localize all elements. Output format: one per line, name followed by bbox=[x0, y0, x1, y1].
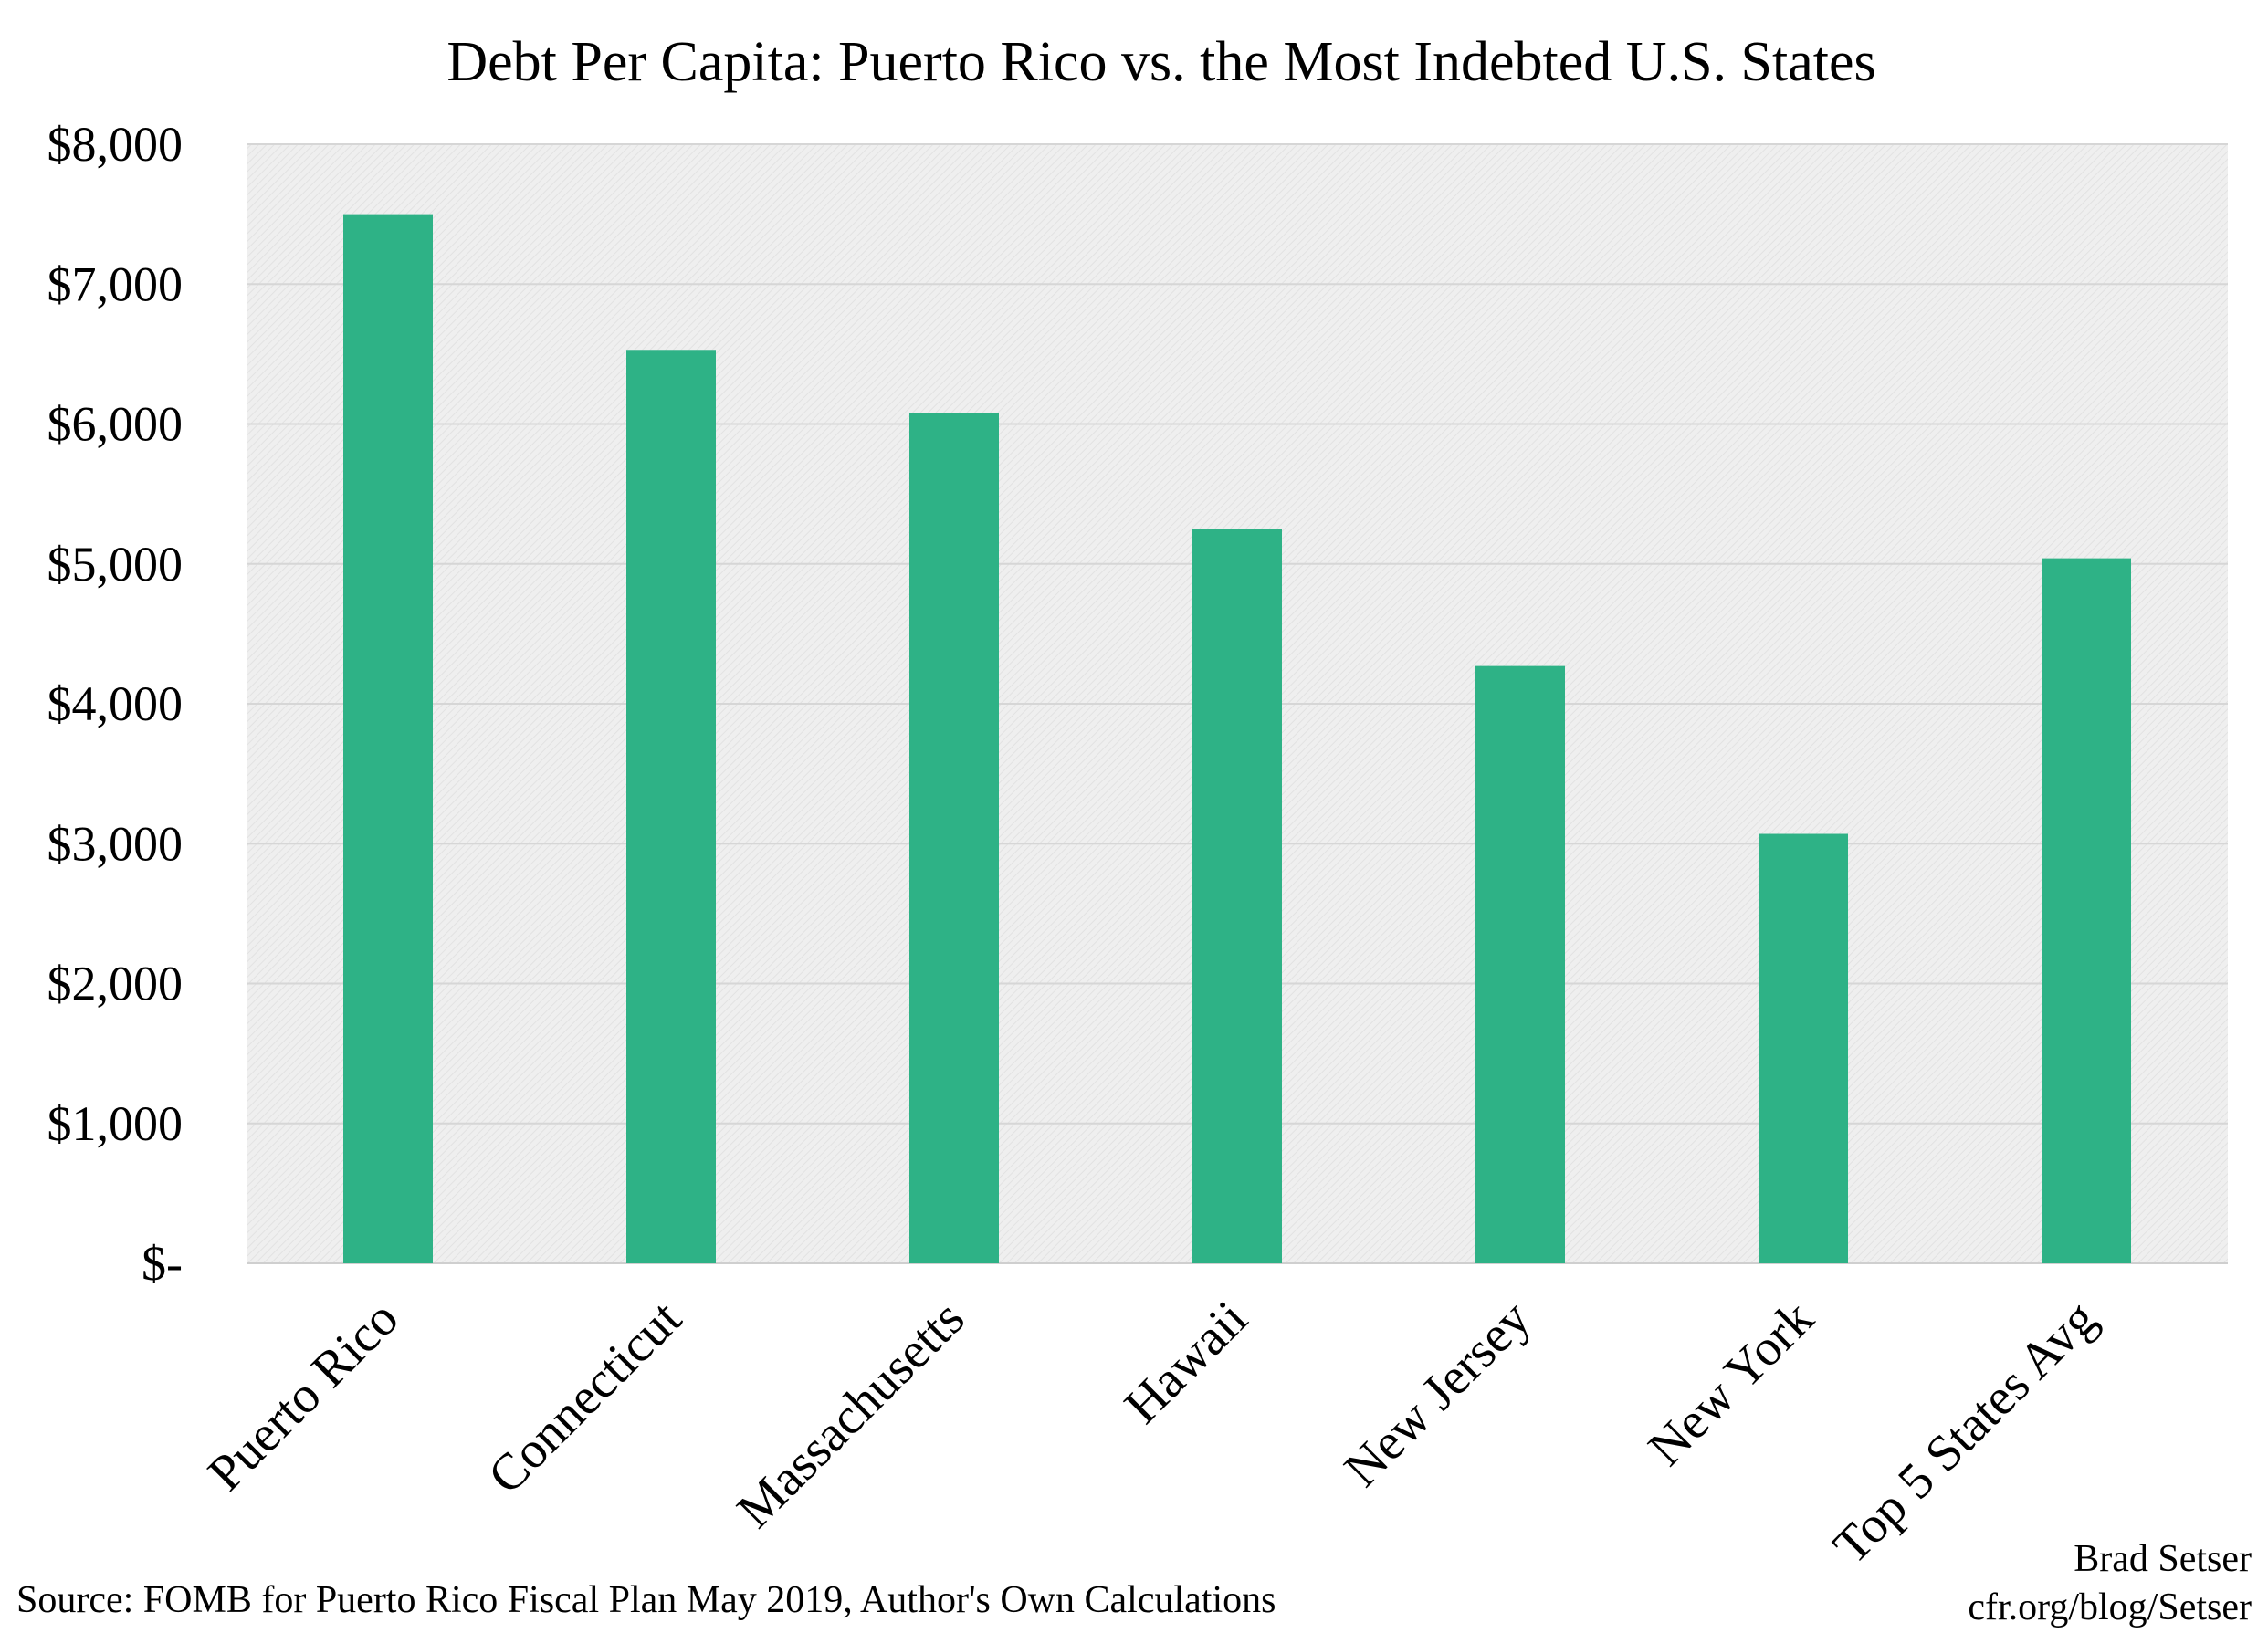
y-tick-label: $8,000 bbox=[47, 117, 184, 172]
site-credit: cfr.org/blog/Setser bbox=[1968, 1586, 2252, 1628]
x-tick-label: Puerto Rico bbox=[197, 1290, 409, 1502]
bar-massachusetts bbox=[909, 413, 999, 1263]
y-tick-label: $- bbox=[142, 1236, 183, 1291]
author-credit: Brad Setser bbox=[2074, 1538, 2252, 1580]
bar-hawaii bbox=[1192, 529, 1282, 1263]
x-axis: Puerto Rico Connecticut Massachusetts Hawai… bbox=[197, 1290, 2107, 1575]
y-tick-label: $3,000 bbox=[47, 816, 184, 871]
y-tick-label: $5,000 bbox=[47, 537, 184, 591]
bar-new-york bbox=[1759, 833, 1848, 1263]
x-tick-label: Connecticut bbox=[478, 1290, 692, 1504]
y-tick-label: $7,000 bbox=[47, 256, 184, 311]
x-tick-label: Massachusetts bbox=[727, 1290, 976, 1539]
bar-top-5-states-avg bbox=[2042, 558, 2131, 1263]
source-note: Source: FOMB for Puerto Rico Fiscal Plan… bbox=[16, 1579, 1276, 1621]
x-tick-label: New York bbox=[1638, 1290, 1824, 1476]
x-tick-label: Top 5 States Avg bbox=[1822, 1290, 2107, 1575]
bars bbox=[343, 214, 2131, 1264]
bar-puerto-rico bbox=[343, 214, 433, 1263]
chart-title: Debt Per Capita: Puerto Rico vs. the Mos… bbox=[446, 31, 1875, 93]
y-tick-label: $6,000 bbox=[47, 397, 184, 452]
bar-connecticut bbox=[626, 350, 716, 1264]
x-tick-label: Hawaii bbox=[1114, 1290, 1258, 1434]
y-axis: $- $1,000 $2,000 $3,000 $4,000 $5,000 $6,000 $7… bbox=[47, 117, 184, 1291]
x-tick-label: New Jersey bbox=[1334, 1290, 1541, 1497]
y-tick-label: $2,000 bbox=[47, 957, 184, 1011]
bar-new-jersey bbox=[1475, 665, 1565, 1263]
y-tick-label: $1,000 bbox=[47, 1096, 184, 1151]
y-tick-label: $4,000 bbox=[47, 676, 184, 731]
